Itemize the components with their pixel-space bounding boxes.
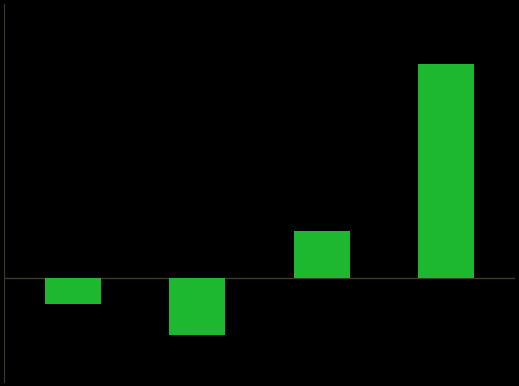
Bar (169, 278, 225, 335)
Bar (418, 64, 474, 278)
Bar (294, 231, 350, 278)
Bar (45, 278, 101, 304)
